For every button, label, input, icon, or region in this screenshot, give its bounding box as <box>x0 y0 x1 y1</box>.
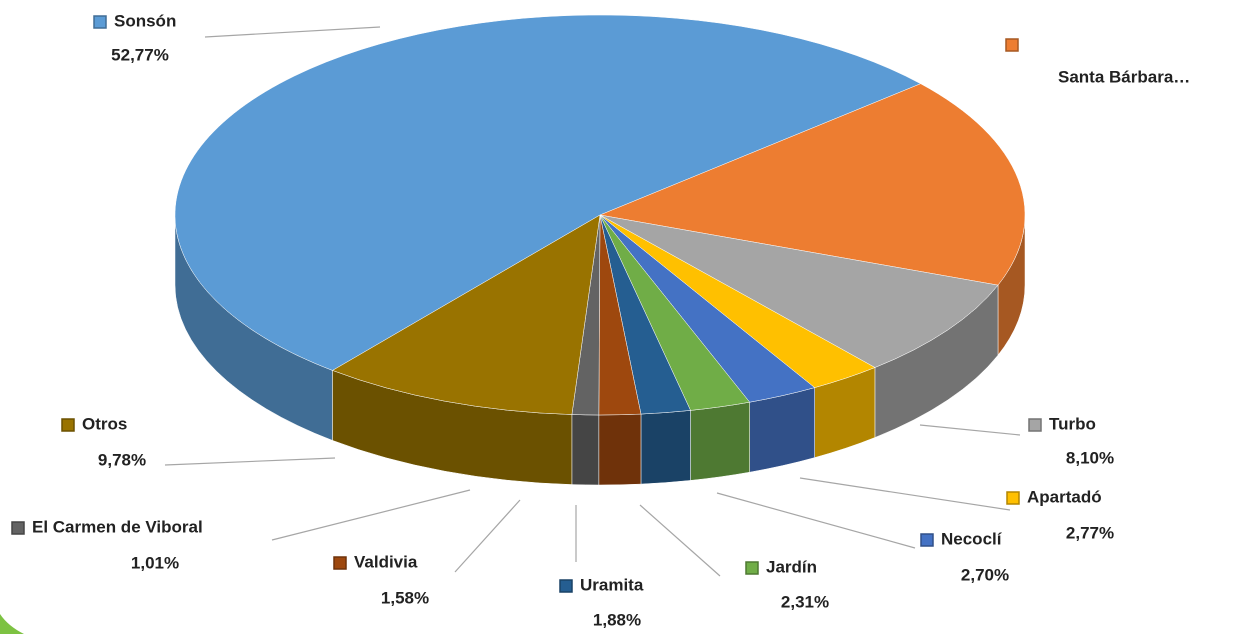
pie-slice <box>599 83 1026 286</box>
value-label: 1,01% <box>131 553 179 572</box>
leader-line <box>919 424 1021 436</box>
value-label: 9,78% <box>98 450 146 469</box>
label-marker <box>745 561 759 575</box>
category-label: El Carmen de Viboral <box>32 517 203 536</box>
category-label: Necoclí <box>941 529 1003 548</box>
label-marker <box>1006 491 1020 505</box>
category-label: Apartadó <box>1027 487 1102 506</box>
value-label: 2,31% <box>781 592 829 611</box>
leader-line <box>799 477 1011 511</box>
category-label: Otros <box>82 414 127 433</box>
value-label: 1,58% <box>381 588 429 607</box>
category-label: Uramita <box>580 575 644 594</box>
category-label: Sonsón <box>114 11 176 30</box>
category-label: Turbo <box>1049 414 1096 433</box>
label-marker <box>920 533 934 547</box>
value-label: 8,10% <box>1066 448 1114 467</box>
label-marker <box>1005 38 1019 52</box>
label-marker <box>61 418 75 432</box>
leader-line <box>454 499 521 573</box>
category-label: Valdivia <box>354 552 418 571</box>
pie-slice-side <box>640 410 691 485</box>
value-label: 2,70% <box>961 565 1009 584</box>
pie-slice-side <box>598 413 642 486</box>
value-label: 2,77% <box>1066 523 1114 542</box>
value-label: 1,88% <box>593 610 641 629</box>
pie-slice-side <box>690 401 750 481</box>
pie-slice <box>174 14 922 371</box>
pie-slice <box>331 214 601 415</box>
leader-line <box>639 504 721 577</box>
label-marker <box>93 15 107 29</box>
leader-line <box>204 26 381 38</box>
leader-line <box>716 492 916 549</box>
leader-line <box>271 489 471 541</box>
label-marker <box>559 579 573 593</box>
label-marker <box>11 521 25 535</box>
category-label: Santa Bárbara… <box>1058 67 1190 86</box>
label-marker <box>1028 418 1042 432</box>
corner-decoration <box>0 614 24 634</box>
category-label: Jardín <box>766 557 817 576</box>
label-marker <box>333 556 347 570</box>
leader-line <box>164 457 336 466</box>
value-label: 52,77% <box>111 45 169 64</box>
pie-slice <box>599 214 999 368</box>
pie-slice-side <box>571 414 600 486</box>
